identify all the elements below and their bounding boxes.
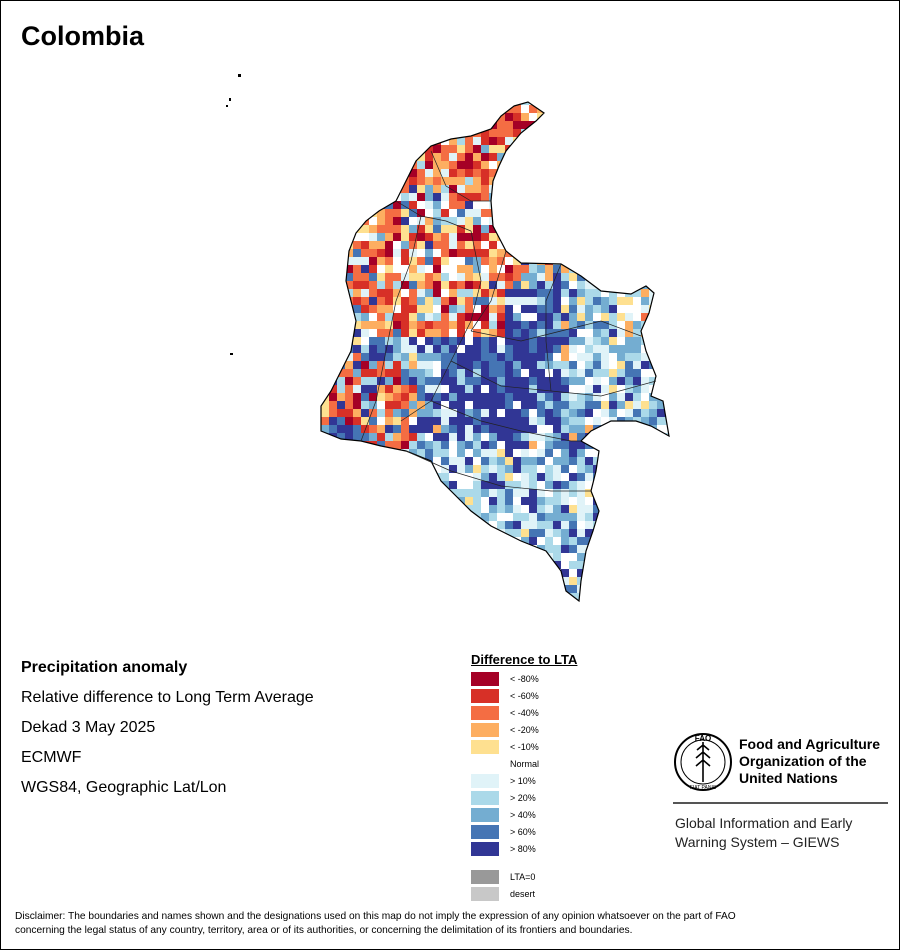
legend-swatch: [471, 740, 499, 754]
info-line-4: WGS84, Geographic Lat/Lon: [21, 779, 227, 796]
legend-label: > 40%: [510, 810, 536, 820]
legend-swatch: [471, 825, 499, 839]
legend-swatch: [471, 808, 499, 822]
svg-text:FAO: FAO: [695, 734, 711, 743]
anomaly-grid: [321, 102, 669, 601]
legend-item: > 40%: [471, 808, 536, 822]
legend-label: > 60%: [510, 827, 536, 837]
island-markers: [226, 74, 241, 355]
disclaimer: Disclaimer: The boundaries and names sho…: [15, 910, 895, 938]
system-line-1: Global Information and Early: [675, 815, 853, 831]
legend-label: Normal: [510, 759, 540, 769]
logo-divider: [673, 802, 888, 804]
disclaimer-line-2: concerning the legal status of any count…: [15, 925, 633, 936]
legend-item: < -20%: [471, 723, 539, 737]
legend-swatch: [471, 757, 499, 771]
legend-swatch: [471, 672, 499, 686]
legend-item: < -40%: [471, 706, 539, 720]
legend-swatch: [471, 870, 499, 884]
legend-label: LTA=0: [510, 872, 536, 882]
org-line-1: Food and Agriculture: [739, 736, 881, 752]
precipitation-anomaly-map: [226, 74, 670, 603]
info-heading: Precipitation anomaly: [21, 659, 188, 676]
legend-label: < -20%: [510, 725, 539, 735]
info-line-2: Dekad 3 May 2025: [21, 719, 156, 736]
legend-item: Normal: [471, 757, 539, 771]
legend-item: < -80%: [471, 672, 539, 686]
legend-swatch: [471, 723, 499, 737]
legend-label: > 80%: [510, 844, 536, 854]
legend-swatch: [471, 774, 499, 788]
legend-label: < -60%: [510, 691, 539, 701]
legend-swatch: [471, 689, 499, 703]
legend-item: < -60%: [471, 689, 539, 703]
info-line-3: ECMWF: [21, 749, 82, 766]
disclaimer-line-1: Disclaimer: The boundaries and names sho…: [15, 911, 736, 922]
org-line-2: Organization of the: [739, 753, 867, 769]
fao-emblem-icon: FAO FIAT PANIS: [674, 733, 732, 791]
legend-item: > 60%: [471, 825, 536, 839]
legend-label: < -40%: [510, 708, 539, 718]
legend-item: > 20%: [471, 791, 536, 805]
country-outline: [320, 101, 670, 603]
legend-item: desert: [471, 887, 535, 901]
legend-label: > 10%: [510, 776, 536, 786]
legend: Difference to LTA < -80% < -60% < -40% < -2…: [471, 652, 641, 901]
legend-label: < -80%: [510, 674, 539, 684]
legend-swatch: [471, 706, 499, 720]
legend-swatch: [471, 887, 499, 901]
fao-org-name: Food and Agriculture Organization of the…: [739, 736, 880, 787]
legend-label: < -10%: [510, 742, 539, 752]
legend-item: > 80%: [471, 842, 536, 856]
svg-text:FIAT PANIS: FIAT PANIS: [690, 785, 717, 791]
org-line-3: United Nations: [739, 770, 838, 786]
map-title: Colombia: [21, 21, 145, 51]
legend-item: < -10%: [471, 740, 539, 754]
legend-item: LTA=0: [471, 870, 535, 884]
legend-swatch: [471, 791, 499, 805]
map-info: Precipitation anomaly Relative differenc…: [21, 657, 314, 807]
legend-label: > 20%: [510, 793, 536, 803]
legend-item: > 10%: [471, 774, 536, 788]
legend-label: desert: [510, 889, 536, 899]
system-line-2: Warning System – GIEWS: [675, 834, 840, 850]
legend-title: Difference to LTA: [471, 652, 578, 667]
legend-swatch: [471, 842, 499, 856]
info-line-1: Relative difference to Long Term Average: [21, 689, 314, 706]
admin-boundaries: [360, 150, 657, 492]
giews-name: Global Information and Early Warning Sys…: [675, 814, 852, 852]
